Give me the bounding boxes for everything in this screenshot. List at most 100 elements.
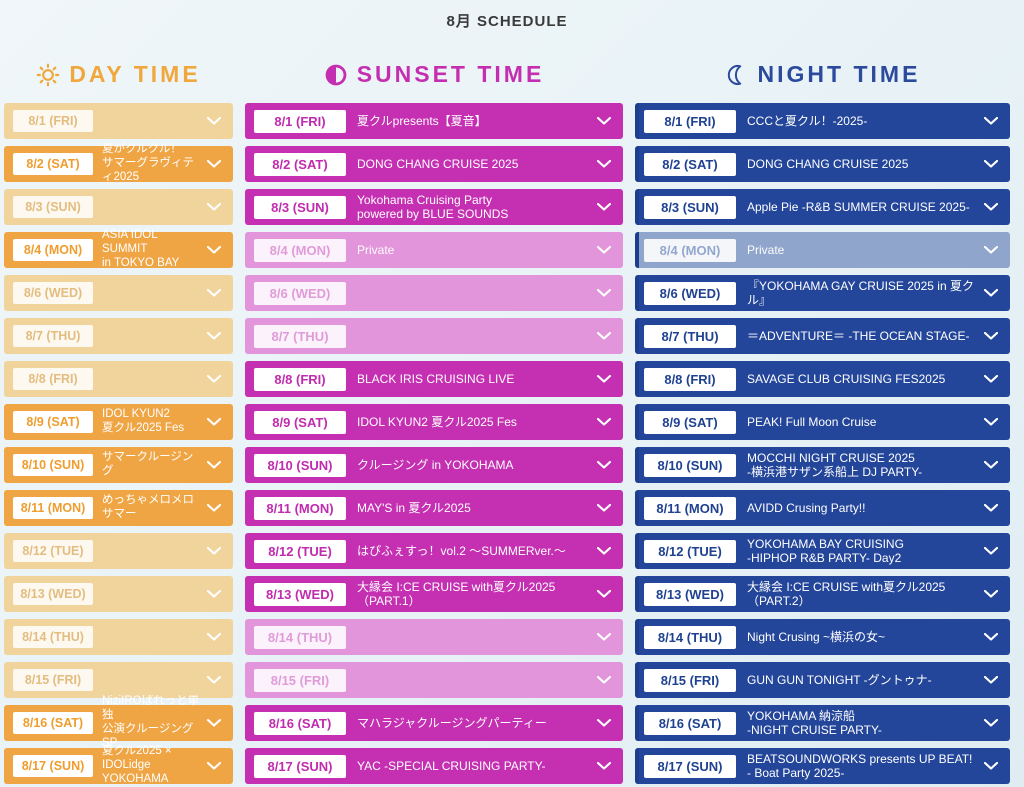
date-badge: 8/4 (MON) [644, 238, 736, 262]
schedule-row-night-8-14[interactable]: 8/14 (THU) Night Crusing ~横浜の女~ [635, 619, 1010, 655]
chevron-down-icon [984, 117, 998, 125]
chevron-down-icon [597, 418, 611, 426]
date-badge: 8/14 (THU) [254, 625, 346, 649]
date-badge: 8/15 (FRI) [13, 669, 93, 691]
chevron-down-icon [984, 418, 998, 426]
schedule-row-night-8-2[interactable]: 8/2 (SAT) DONG CHANG CRUISE 2025 [635, 146, 1010, 182]
schedule-row-day-8-6[interactable]: 8/6 (WED) [4, 275, 233, 311]
event-title: マハラジャクルージングパーティー [357, 715, 547, 730]
chevron-down-icon [984, 375, 998, 383]
schedule-row-sunset-8-15[interactable]: 8/15 (FRI) [245, 662, 623, 698]
date-badge: 8/6 (WED) [254, 281, 346, 305]
schedule-row-night-8-7[interactable]: 8/7 (THU) ＝ADVENTURE＝ -THE OCEAN STAGE- [635, 318, 1010, 354]
schedule-row-sunset-8-4[interactable]: 8/4 (MON) Private [245, 232, 623, 268]
date-badge: 8/8 (FRI) [13, 368, 93, 390]
date-badge: 8/10 (SUN) [254, 453, 346, 477]
event-title: 夏がクルクル！ サマーグラヴィティ2025 [102, 143, 194, 183]
schedule-row-night-8-12[interactable]: 8/12 (TUE) YOKOHAMA BAY CRUISING -HIPHOP … [635, 533, 1010, 569]
date-badge: 8/11 (MON) [254, 496, 346, 520]
schedule-row-day-8-17[interactable]: 8/17 (SUN) 夏クル2025 × IDOLidge YOKOHAMA [4, 745, 233, 785]
schedule-row-sunset-8-3[interactable]: 8/3 (SUN) Yokohama Cruising Party powered… [245, 189, 623, 225]
schedule-row-day-8-15[interactable]: 8/15 (FRI) [4, 662, 233, 698]
schedule-row-night-8-11[interactable]: 8/11 (MON) AVIDD Crusing Party!! [635, 490, 1010, 526]
chevron-down-icon [597, 461, 611, 469]
schedule-row-sunset-8-9[interactable]: 8/9 (SAT) IDOL KYUN2 夏クル2025 Fes [245, 404, 623, 440]
event-title: 大縁会 I:CE CRUISE with夏クル2025（PART.2） [747, 579, 946, 608]
date-badge: 8/10 (SUN) [13, 454, 93, 476]
schedule-row-sunset-8-17[interactable]: 8/17 (SUN) YAC -SPECIAL CRUISING PARTY- [245, 748, 623, 784]
date-badge: 8/7 (THU) [644, 324, 736, 348]
schedule-row-night-8-4[interactable]: 8/4 (MON) Private [635, 232, 1010, 268]
schedule-row-day-8-14[interactable]: 8/14 (THU) [4, 619, 233, 655]
date-badge: 8/15 (FRI) [644, 668, 736, 692]
chevron-down-icon [984, 203, 998, 211]
date-badge: 8/10 (SUN) [644, 453, 736, 477]
event-title: 大縁会 I:CE CRUISE with夏クル2025（PART.1） [357, 579, 556, 608]
event-title: YOKOHAMA 納涼船 -NIGHT CRUISE PARTY- [747, 708, 882, 737]
schedule-row-night-8-6[interactable]: 8/6 (WED) 『YOKOHAMA GAY CRUISE 2025 in 夏ク… [635, 275, 1010, 311]
schedule-row-sunset-8-12[interactable]: 8/12 (TUE) はぴふぇすっ！vol.2 〜SUMMERver.〜 [245, 533, 623, 569]
night-rows: 8/1 (FRI) CCCと夏クル！-2025- 8/2 (SAT) DONG CHA… [635, 103, 1010, 784]
schedule-row-day-8-13[interactable]: 8/13 (WED) [4, 576, 233, 612]
chevron-down-icon [207, 676, 221, 684]
schedule-row-night-8-13[interactable]: 8/13 (WED) 大縁会 I:CE CRUISE with夏クル2025（PA… [635, 576, 1010, 612]
date-badge: 8/2 (SAT) [644, 152, 736, 176]
chevron-down-icon [984, 762, 998, 770]
event-title: NiziIROぱれっと単独 公演クルージングSP [102, 695, 200, 749]
schedule-row-day-8-3[interactable]: 8/3 (SUN) [4, 189, 233, 225]
schedule-row-day-8-16[interactable]: 8/16 (SAT) NiziIROぱれっと単独 公演クルージングSP [4, 695, 233, 749]
schedule-row-day-8-4[interactable]: 8/4 (MON) ASIA IDOL SUMMIT in TOKYO BAY [4, 229, 233, 269]
schedule-row-night-8-3[interactable]: 8/3 (SUN) Apple Pie -R&B SUMMER CRUISE 20… [635, 189, 1010, 225]
sunset-rows: 8/1 (FRI) 夏クルpresents【夏音】 8/2 (SAT) DONG CH… [245, 103, 623, 784]
schedule-row-night-8-10[interactable]: 8/10 (SUN) MOCCHI NIGHT CRUISE 2025 -横浜港サ… [635, 447, 1010, 483]
event-title: 夏クルpresents【夏音】 [357, 113, 487, 128]
schedule-row-day-8-12[interactable]: 8/12 (TUE) [4, 533, 233, 569]
schedule-row-day-8-8[interactable]: 8/8 (FRI) [4, 361, 233, 397]
schedule-row-sunset-8-10[interactable]: 8/10 (SUN) クルージング in YOKOHAMA [245, 447, 623, 483]
schedule-row-night-8-1[interactable]: 8/1 (FRI) CCCと夏クル！-2025- [635, 103, 1010, 139]
schedule-row-sunset-8-7[interactable]: 8/7 (THU) [245, 318, 623, 354]
sunset-icon [325, 64, 347, 85]
event-title: AVIDD Crusing Party!! [747, 500, 866, 515]
schedule-row-sunset-8-13[interactable]: 8/13 (WED) 大縁会 I:CE CRUISE with夏クル2025（PA… [245, 576, 623, 612]
chevron-down-icon [597, 633, 611, 641]
chevron-down-icon [984, 504, 998, 512]
event-title: ASIA IDOL SUMMIT in TOKYO BAY [102, 229, 180, 269]
schedule-row-day-8-1[interactable]: 8/1 (FRI) [4, 103, 233, 139]
date-badge: 8/7 (THU) [254, 324, 346, 348]
schedule-row-sunset-8-6[interactable]: 8/6 (WED) [245, 275, 623, 311]
schedule-row-day-8-11[interactable]: 8/11 (MON) めっちゃメロメロサマー [4, 490, 233, 526]
chevron-down-icon [984, 719, 998, 727]
date-badge: 8/9 (SAT) [254, 410, 346, 434]
chevron-down-icon [207, 418, 221, 426]
schedule-row-sunset-8-14[interactable]: 8/14 (THU) [245, 619, 623, 655]
schedule-row-day-8-2[interactable]: 8/2 (SAT) 夏がクルクル！ サマーグラヴィティ2025 [4, 143, 233, 183]
event-title: IDOL KYUN2 夏クル2025 Fes [102, 408, 185, 434]
chevron-down-icon [597, 246, 611, 254]
chevron-down-icon [207, 289, 221, 297]
chevron-down-icon [597, 676, 611, 684]
chevron-down-icon [207, 547, 221, 555]
schedule-row-night-8-9[interactable]: 8/9 (SAT) PEAK! Full Moon Cruise [635, 404, 1010, 440]
column-title-day: DAY TIME [69, 61, 201, 87]
schedule-row-night-8-8[interactable]: 8/8 (FRI) SAVAGE CLUB CRUISING FES2025 [635, 361, 1010, 397]
day-rows: 8/1 (FRI) 8/2 (SAT) 夏がクルクル！ サマーグラヴィティ2025 8… [4, 103, 233, 785]
schedule-row-sunset-8-1[interactable]: 8/1 (FRI) 夏クルpresents【夏音】 [245, 103, 623, 139]
chevron-down-icon [207, 461, 221, 469]
chevron-down-icon [984, 633, 998, 641]
column-header-night: NIGHT TIME [635, 61, 1010, 88]
schedule-row-night-8-16[interactable]: 8/16 (SAT) YOKOHAMA 納涼船 -NIGHT CRUISE PAR… [635, 705, 1010, 741]
schedule-row-sunset-8-16[interactable]: 8/16 (SAT) マハラジャクルージングパーティー [245, 705, 623, 741]
event-title: 夏クル2025 × IDOLidge YOKOHAMA [102, 745, 172, 785]
schedule-row-sunset-8-11[interactable]: 8/11 (MON) MAY'S in 夏クル2025 [245, 490, 623, 526]
schedule-row-night-8-17[interactable]: 8/17 (SUN) BEATSOUNDWORKS presents UP BEA… [635, 748, 1010, 784]
schedule-row-day-8-10[interactable]: 8/10 (SUN) サマークルージング [4, 447, 233, 483]
schedule-row-night-8-15[interactable]: 8/15 (FRI) GUN GUN TONIGHT -グントゥナ- [635, 662, 1010, 698]
schedule-row-sunset-8-2[interactable]: 8/2 (SAT) DONG CHANG CRUISE 2025 [245, 146, 623, 182]
date-badge: 8/1 (FRI) [644, 109, 736, 133]
chevron-down-icon [984, 332, 998, 340]
schedule-row-day-8-7[interactable]: 8/7 (THU) [4, 318, 233, 354]
schedule-row-day-8-9[interactable]: 8/9 (SAT) IDOL KYUN2 夏クル2025 Fes [4, 404, 233, 440]
schedule-row-sunset-8-8[interactable]: 8/8 (FRI) BLACK IRIS CRUISING LIVE [245, 361, 623, 397]
date-badge: 8/12 (TUE) [254, 539, 346, 563]
